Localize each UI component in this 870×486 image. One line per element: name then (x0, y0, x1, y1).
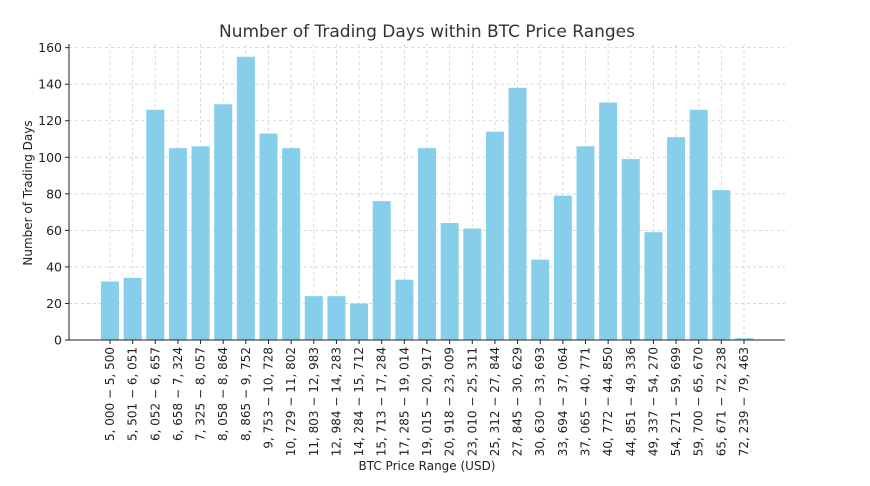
bar (644, 232, 663, 340)
x-tick-label: 25, 312 − 27, 844 (488, 347, 502, 456)
x-tick-label: 44, 851 − 49, 336 (624, 347, 638, 456)
bar (485, 131, 504, 340)
y-axis-label: Number of Trading Days (21, 120, 35, 265)
x-tick-label: 8, 865 − 9, 752 (239, 347, 253, 441)
bar (599, 102, 618, 340)
bar (418, 148, 436, 340)
x-tick-label: 5, 000 − 5, 500 (103, 347, 117, 441)
x-tick-label: 7, 325 − 8, 057 (194, 347, 208, 441)
x-tick-label: 11, 803 − 12, 983 (307, 347, 321, 456)
x-tick-label: 40, 772 − 44, 850 (601, 347, 615, 456)
y-tick-label: 140 (38, 77, 62, 92)
y-tick-label: 0 (54, 333, 62, 348)
x-tick-label: 14, 284 − 15, 712 (352, 347, 366, 456)
x-tick-label: 59, 700 − 65, 670 (692, 347, 706, 456)
bar (236, 56, 255, 340)
chart-title: Number of Trading Days within BTC Price … (219, 22, 635, 42)
x-tick-label: 23, 010 − 25, 311 (465, 347, 479, 456)
x-tick-label: 15, 713 − 17, 284 (375, 347, 389, 456)
y-tick-label: 60 (46, 223, 62, 238)
y-tick-label: 20 (46, 296, 62, 311)
x-tick-label: 37, 065 − 40, 771 (579, 347, 593, 456)
bar (101, 281, 119, 340)
bar (621, 159, 640, 340)
bar (372, 201, 391, 340)
y-tick-label: 120 (38, 113, 62, 128)
bar (191, 146, 210, 340)
bar (553, 195, 572, 340)
bar (304, 296, 323, 340)
x-tick-label: 54, 271 − 59, 699 (669, 347, 683, 456)
bar (168, 148, 187, 340)
bar (508, 87, 527, 340)
y-axis: 0 20 40 60 80 100 120 140 160 (38, 40, 70, 348)
x-axis: 5, 000 − 5, 500 5, 501 − 6, 051 6, 052 − 6… (69, 339, 785, 456)
x-tick-label: 17, 285 − 19, 014 (397, 347, 411, 456)
x-tick-label: 27, 845 − 30, 629 (511, 347, 525, 456)
x-tick-label: 72, 239 − 79, 463 (737, 347, 751, 456)
bar (214, 104, 233, 340)
bar (282, 148, 301, 340)
x-tick-label: 10, 729 − 11, 802 (284, 347, 298, 456)
y-tick-label: 100 (38, 150, 62, 165)
bar (440, 223, 459, 340)
x-tick-label: 5, 501 − 6, 051 (126, 347, 140, 441)
y-tick-label: 80 (46, 186, 62, 201)
bar (350, 303, 369, 340)
x-tick-label: 8, 058 − 8, 864 (216, 347, 230, 441)
bar (667, 137, 686, 340)
bar (712, 190, 731, 340)
bar (531, 259, 550, 340)
x-tick-label: 12, 984 − 14, 283 (329, 347, 343, 456)
bar (689, 109, 708, 341)
bar (146, 109, 165, 341)
x-axis-label: BTC Price Range (USD) (359, 459, 496, 473)
y-tick-label: 160 (38, 40, 62, 55)
bar (735, 338, 753, 340)
x-tick-label: 20, 918 − 23, 009 (443, 347, 457, 456)
bar (463, 228, 482, 340)
x-tick-label: 19, 015 − 20, 917 (420, 347, 434, 456)
y-tick-label: 40 (46, 259, 62, 274)
bar (327, 296, 346, 340)
bars (101, 56, 753, 341)
x-tick-label: 49, 337 − 54, 270 (646, 347, 660, 456)
x-tick-label: 6, 052 − 6, 657 (148, 347, 162, 441)
x-tick-label: 33, 694 − 37, 064 (556, 347, 570, 456)
bar (395, 279, 414, 340)
x-tick-label: 9, 753 − 10, 728 (262, 347, 276, 449)
bar (259, 133, 278, 340)
bar (123, 277, 142, 340)
bar (576, 146, 595, 340)
x-tick-label: 6, 658 − 7, 324 (171, 347, 185, 441)
x-tick-label: 30, 630 − 33, 693 (533, 347, 547, 456)
x-tick-label: 65, 671 − 72, 238 (714, 347, 728, 456)
